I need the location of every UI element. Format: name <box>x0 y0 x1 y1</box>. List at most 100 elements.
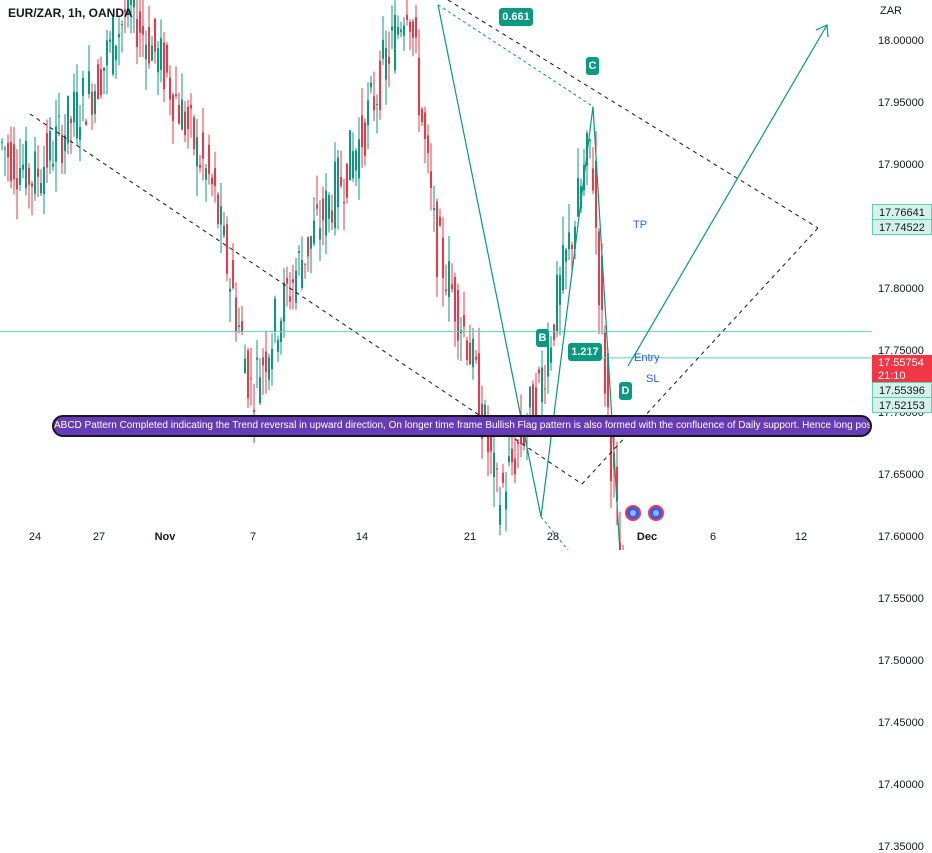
candle-body <box>28 168 30 185</box>
candle-body <box>10 142 12 182</box>
price-tick-label: 17.35000 <box>878 841 924 853</box>
price-box-sl: 17.52153 <box>872 397 932 413</box>
candle-body <box>376 104 378 106</box>
candle-body <box>100 69 102 96</box>
candle-body <box>163 42 165 90</box>
candle-body <box>232 260 234 289</box>
candle-body <box>403 25 405 36</box>
time-tick-label: 21 <box>463 531 477 543</box>
candle-body <box>394 14 396 71</box>
candlesticks <box>1 0 624 550</box>
candle-body <box>52 163 54 167</box>
candle-body <box>82 77 84 96</box>
candle-body <box>349 130 351 180</box>
price-tick-label: 17.80000 <box>878 283 924 295</box>
candle-body <box>67 95 69 144</box>
candle-body <box>22 164 24 170</box>
candle-body <box>121 24 123 26</box>
candle-body <box>490 428 492 452</box>
candle-body <box>487 430 489 453</box>
candle-body <box>181 99 183 130</box>
candle-body <box>322 198 324 221</box>
candle-body <box>145 44 147 60</box>
candle-body <box>199 165 201 168</box>
candle-body <box>40 183 42 194</box>
candle-body <box>406 14 408 21</box>
candle-body <box>445 289 447 292</box>
candle-body <box>79 126 81 140</box>
price-chart[interactable] <box>0 0 932 550</box>
candle-body <box>70 118 72 124</box>
target-arrowhead <box>815 24 829 38</box>
candle-body <box>340 176 342 186</box>
candle-body <box>286 277 288 284</box>
tp-label: TP <box>633 219 648 231</box>
candle-body <box>160 37 162 71</box>
candle-body <box>76 92 78 139</box>
price-tick-label: 17.55000 <box>878 593 924 605</box>
candle-body <box>388 56 390 64</box>
price-tick-label: 17.40000 <box>878 779 924 791</box>
candle-body <box>304 263 306 265</box>
candle-body <box>436 201 438 278</box>
candle-body <box>346 163 348 198</box>
candle-body <box>382 39 384 59</box>
abcd-leg-line <box>437 4 542 518</box>
candle-body <box>511 448 513 463</box>
candle-body <box>25 140 27 189</box>
price-box-countdown: 21:10 <box>872 368 932 384</box>
candle-body <box>238 325 240 327</box>
time-tick-label: 6 <box>709 531 717 543</box>
candle-body <box>433 208 435 211</box>
candle-body <box>124 9 126 13</box>
candle-body <box>103 67 105 71</box>
candle-body <box>292 279 294 283</box>
candle-body <box>385 47 387 80</box>
candle-body <box>484 404 486 420</box>
candle-body <box>541 367 543 403</box>
candle-body <box>244 358 246 374</box>
entry-label: Entry <box>634 352 660 364</box>
target-arrow-line <box>627 24 828 367</box>
candle-body <box>364 122 366 156</box>
economic-event-icon[interactable] <box>625 505 641 521</box>
candle-body <box>187 106 189 130</box>
candle-body <box>379 60 381 111</box>
analysis-note: ABCD Pattern Completed indicating the Tr… <box>52 415 872 437</box>
symbol-title: EUR/ZAR, 1h, OANDA <box>8 6 133 20</box>
candle-body <box>220 206 222 225</box>
candle-body <box>508 456 510 463</box>
candle-body <box>463 315 465 327</box>
candle-body <box>295 270 297 303</box>
candle-body <box>370 82 372 88</box>
candle-body <box>118 34 120 38</box>
candle-body <box>178 104 180 124</box>
candle-body <box>592 168 594 191</box>
candle-body <box>331 210 333 223</box>
candle-body <box>424 112 426 139</box>
price-tick-label: 17.60000 <box>878 531 924 543</box>
candle-body <box>373 96 375 111</box>
candle-body <box>196 137 198 167</box>
time-tick-label: Nov <box>154 531 176 543</box>
candle-body <box>112 17 114 75</box>
candle-body <box>538 369 540 374</box>
economic-event-icon[interactable] <box>648 505 664 521</box>
candle-body <box>478 353 480 425</box>
candle-body <box>247 350 249 399</box>
candle-body <box>13 144 15 180</box>
candle-body <box>400 29 402 33</box>
price-tick-label: 17.95000 <box>878 97 924 109</box>
time-tick-label: 12 <box>794 531 808 543</box>
candle-body <box>301 260 303 288</box>
candle-body <box>136 19 138 48</box>
ratio-dashed-line <box>437 4 594 107</box>
candle-body <box>133 0 135 8</box>
candle-body <box>523 430 525 446</box>
abcd-leg-line <box>540 106 594 517</box>
trend-drawings <box>29 0 829 485</box>
candle-body <box>454 277 456 322</box>
candle-body <box>547 343 549 377</box>
candle-body <box>205 168 207 180</box>
